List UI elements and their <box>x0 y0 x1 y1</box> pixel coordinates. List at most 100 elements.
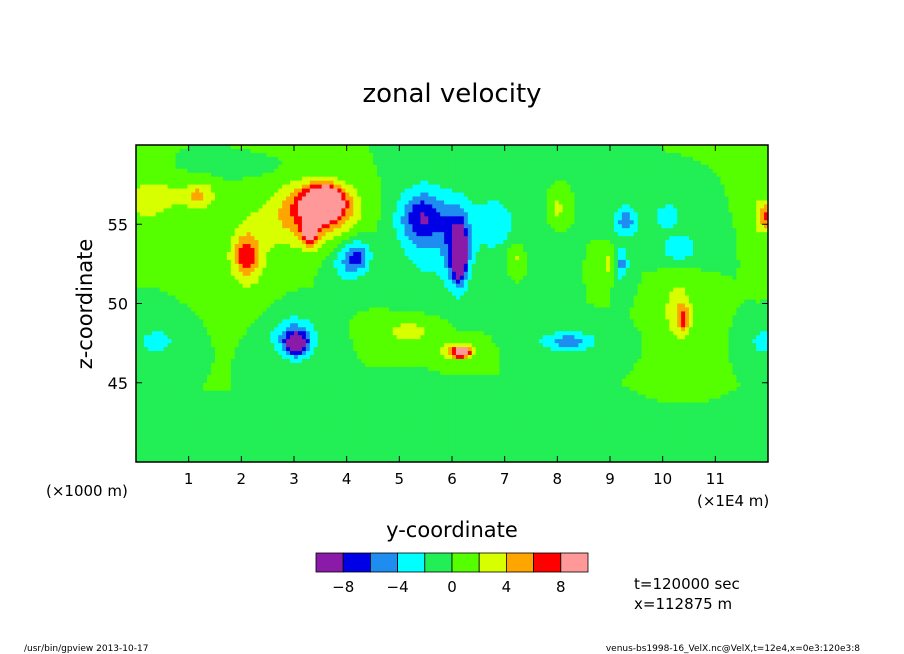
heatmap-cell <box>704 152 710 158</box>
heatmap-cell <box>373 255 378 261</box>
heatmap-cell <box>392 248 398 253</box>
heatmap-cell <box>440 188 445 194</box>
heatmap-cell <box>424 263 429 269</box>
heatmap-cell <box>602 232 607 237</box>
heatmap-cell <box>471 228 477 233</box>
heatmap-cell <box>321 196 327 202</box>
heatmap-cell <box>736 145 741 150</box>
heatmap-cell <box>689 232 694 237</box>
heatmap-cell <box>550 204 556 209</box>
heatmap-cell <box>459 224 465 229</box>
heatmap-cell <box>756 188 761 194</box>
heatmap-cell <box>459 152 465 158</box>
heatmap-cell <box>455 145 461 150</box>
heatmap-cell <box>412 263 418 269</box>
heatmap-cell <box>199 263 204 269</box>
heatmap-cell <box>677 228 682 233</box>
heatmap-cell <box>578 232 583 237</box>
heatmap-cell <box>527 208 532 213</box>
heatmap-cell <box>689 236 694 241</box>
heatmap-cell <box>361 220 366 225</box>
heatmap-cell <box>653 208 658 213</box>
heatmap-cell <box>550 236 556 241</box>
heatmap-cell <box>519 196 524 202</box>
heatmap-cell <box>167 216 173 221</box>
heatmap-cell <box>420 168 425 174</box>
heatmap-cell <box>211 251 216 257</box>
heatmap-cell <box>230 200 236 206</box>
heatmap-cell <box>704 240 710 245</box>
heatmap-cell <box>222 212 228 217</box>
heatmap-cell <box>625 145 631 150</box>
heatmap-cell <box>724 216 730 221</box>
heatmap-cell <box>495 240 500 245</box>
heatmap-cell <box>578 236 583 241</box>
heatmap-cell <box>357 160 362 166</box>
heatmap-cell <box>538 236 544 241</box>
heatmap-cell <box>238 232 244 237</box>
heatmap-cell <box>242 204 248 209</box>
heatmap-cell <box>384 251 390 257</box>
heatmap-cell <box>558 148 564 154</box>
heatmap-cell <box>566 220 572 225</box>
heatmap-cell <box>452 200 457 206</box>
heatmap-cell <box>167 236 173 241</box>
heatmap-cell <box>230 255 236 261</box>
heatmap-cell <box>463 216 469 221</box>
heatmap-cell <box>657 240 662 245</box>
heatmap-cell <box>641 248 647 253</box>
heatmap-cell <box>230 156 236 162</box>
heatmap-cell <box>167 232 173 237</box>
heatmap-cell <box>353 236 358 241</box>
heatmap-cell <box>531 244 536 249</box>
heatmap-cell <box>155 180 161 186</box>
heatmap-cell <box>519 156 524 162</box>
heatmap-cell <box>151 184 157 190</box>
heatmap-cell <box>455 255 461 261</box>
heatmap-cell <box>136 172 141 178</box>
heatmap-cell <box>211 160 216 166</box>
heatmap-cell <box>262 188 267 194</box>
heatmap-cell <box>531 160 536 166</box>
heatmap-cell <box>665 228 670 233</box>
heatmap-cell <box>444 263 449 269</box>
heatmap-cell <box>764 251 768 257</box>
heatmap-cell <box>392 236 398 241</box>
heatmap-cell <box>613 184 619 190</box>
heatmap-cell <box>756 248 761 253</box>
heatmap-cell <box>669 236 674 241</box>
heatmap-cell <box>475 188 481 194</box>
heatmap-cell <box>748 255 753 261</box>
heatmap-cell <box>373 164 378 170</box>
heatmap-cell <box>226 168 232 174</box>
heatmap-cell <box>499 232 504 237</box>
heatmap-cell <box>171 168 177 174</box>
heatmap-cell <box>199 259 204 265</box>
heatmap-cell <box>661 263 666 269</box>
heatmap-cell <box>455 172 461 178</box>
heatmap-cell <box>542 156 548 162</box>
heatmap-cell <box>590 259 595 265</box>
heatmap-cell <box>637 216 643 221</box>
heatmap-cell <box>677 204 682 209</box>
heatmap-cell <box>534 145 540 150</box>
heatmap-cell <box>459 160 465 166</box>
heatmap-cell <box>163 160 169 166</box>
heatmap-cell <box>459 176 465 182</box>
heatmap-cell <box>290 184 295 190</box>
heatmap-cell <box>613 255 619 261</box>
heatmap-cell <box>218 236 224 241</box>
heatmap-cell <box>222 156 228 162</box>
heatmap-cell <box>400 176 406 182</box>
heatmap-cell <box>357 188 362 194</box>
heatmap-cell <box>262 145 267 150</box>
heatmap-cell <box>594 248 599 253</box>
heatmap-cell <box>270 240 275 245</box>
heatmap-cell <box>550 172 556 178</box>
heatmap-cell <box>278 251 283 257</box>
heatmap-cell <box>412 148 418 154</box>
heatmap-cell <box>712 208 718 213</box>
heatmap-cell <box>195 267 200 273</box>
heatmap-cell <box>637 184 643 190</box>
heatmap-cell <box>523 251 528 257</box>
